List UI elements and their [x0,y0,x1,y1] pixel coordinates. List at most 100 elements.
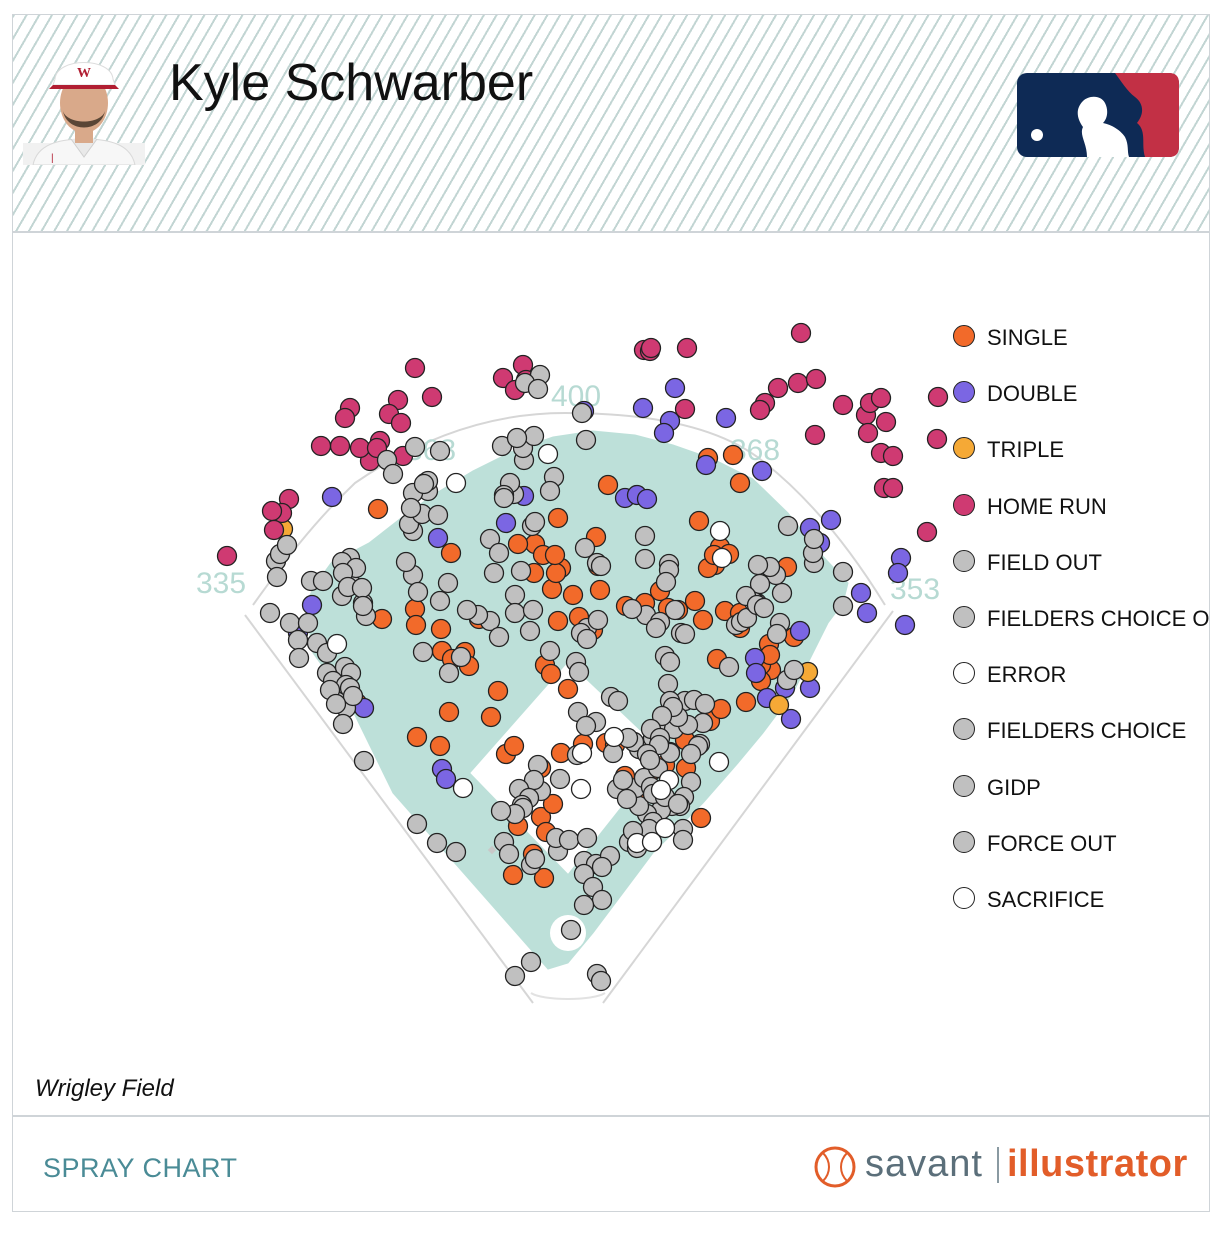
point-home-run [216,545,238,567]
point-field-out [488,626,510,648]
legend-swatch [953,605,975,628]
point-field-out [680,743,702,765]
point-single [684,590,706,612]
point-error [711,547,733,569]
point-field-out [560,919,582,941]
point-single [406,726,428,748]
point-field-out [612,769,634,791]
point-double [894,614,916,636]
point-field-out [524,848,546,870]
point-field-out [590,970,612,992]
header: W | Kyle Schwarber [13,15,1209,233]
legend-swatch [953,662,975,685]
point-field-out [587,609,609,631]
point-field-out [276,534,298,556]
legend-swatch [953,718,975,741]
backstop [530,992,606,1000]
svg-text:|: | [51,153,54,164]
player-headshot: W | [23,45,145,165]
point-field-out [456,599,478,621]
point-field-out [287,629,309,651]
point-error [326,633,348,655]
legend-swatch [953,325,975,347]
point-field-out [803,528,825,550]
point-home-run [882,445,904,467]
point-field-out [575,429,597,451]
point-field-out [382,463,404,485]
legend-swatch [953,886,975,909]
point-field-out [342,685,364,707]
point-field-out [353,750,375,772]
point-error [709,520,731,542]
legend-label: ERROR [987,662,1067,688]
point-field-out [573,894,595,916]
point-field-out [667,793,689,815]
point-field-out [664,599,686,621]
point-double [321,486,343,508]
legend-item-field-out: FIELD OUT [951,544,1209,600]
point-field-out [832,595,854,617]
point-single [597,474,619,496]
point-field-out [655,571,677,593]
point-single [487,680,509,702]
second-base [487,845,497,855]
point-field-out [568,661,590,683]
point-field-out [575,715,597,737]
legend-label: FIELDERS CHOICE [987,718,1187,744]
point-field-out [400,497,422,519]
legend-item-error: ERROR [951,656,1209,712]
distance-label-left-line: 335 [196,567,246,600]
point-field-out [777,515,799,537]
point-field-out [412,641,434,663]
point-double [780,708,802,730]
point-field-out [429,440,451,462]
point-double [301,594,323,616]
point-field-out [259,602,281,624]
point-field-out [747,554,769,576]
legend-item-fielders-choice: FIELDERS CHOICE [951,712,1209,768]
legend-item-single: SINGLE [951,319,1209,375]
legend-swatch [953,381,975,404]
field-svg: 335 368 400 368 353 [196,322,949,1004]
point-home-run [404,357,426,379]
point-field-out [524,511,546,533]
point-field-out [297,612,319,634]
point-double [715,407,737,429]
point-single [533,867,555,889]
point-double [435,768,457,790]
point-single [405,614,427,636]
point-home-run [390,412,412,434]
footer: SPRAY CHART savant illustrator [13,1115,1209,1213]
point-field-out [429,590,451,612]
point-single [735,691,757,713]
point-home-run [263,519,285,541]
brand-savant-text: savant [865,1143,983,1185]
point-field-out [634,548,656,570]
point-double [789,620,811,642]
point-field-out [576,628,598,650]
point-field-out [483,562,505,584]
foul-line-left [244,614,534,1004]
point-single [430,618,452,640]
point-home-run [310,435,332,457]
point-home-run [787,372,809,394]
point-field-out [279,612,301,634]
legend-label: FIELD OUT [987,549,1102,575]
point-field-out [510,560,532,582]
point-home-run [349,437,371,459]
point-home-run [832,394,854,416]
point-field-out [659,651,681,673]
point-field-out [558,829,580,851]
point-home-run [421,386,443,408]
legend-item-home-run: HOME RUN [951,488,1209,544]
point-error [571,742,593,764]
point-error [650,779,672,801]
chart-area: 335 368 400 368 353 SINGLE DOUBLE TRIPLE HO… [13,233,1209,1113]
foul-line-right [602,610,894,1004]
legend-label: DOUBLE [987,381,1078,407]
point-home-run [674,398,696,420]
point-field-out [332,713,354,735]
point-double [695,454,717,476]
point-home-run [857,422,879,444]
legend-item-fielders-choice-out: FIELDERS CHOICE OUT [951,600,1209,656]
